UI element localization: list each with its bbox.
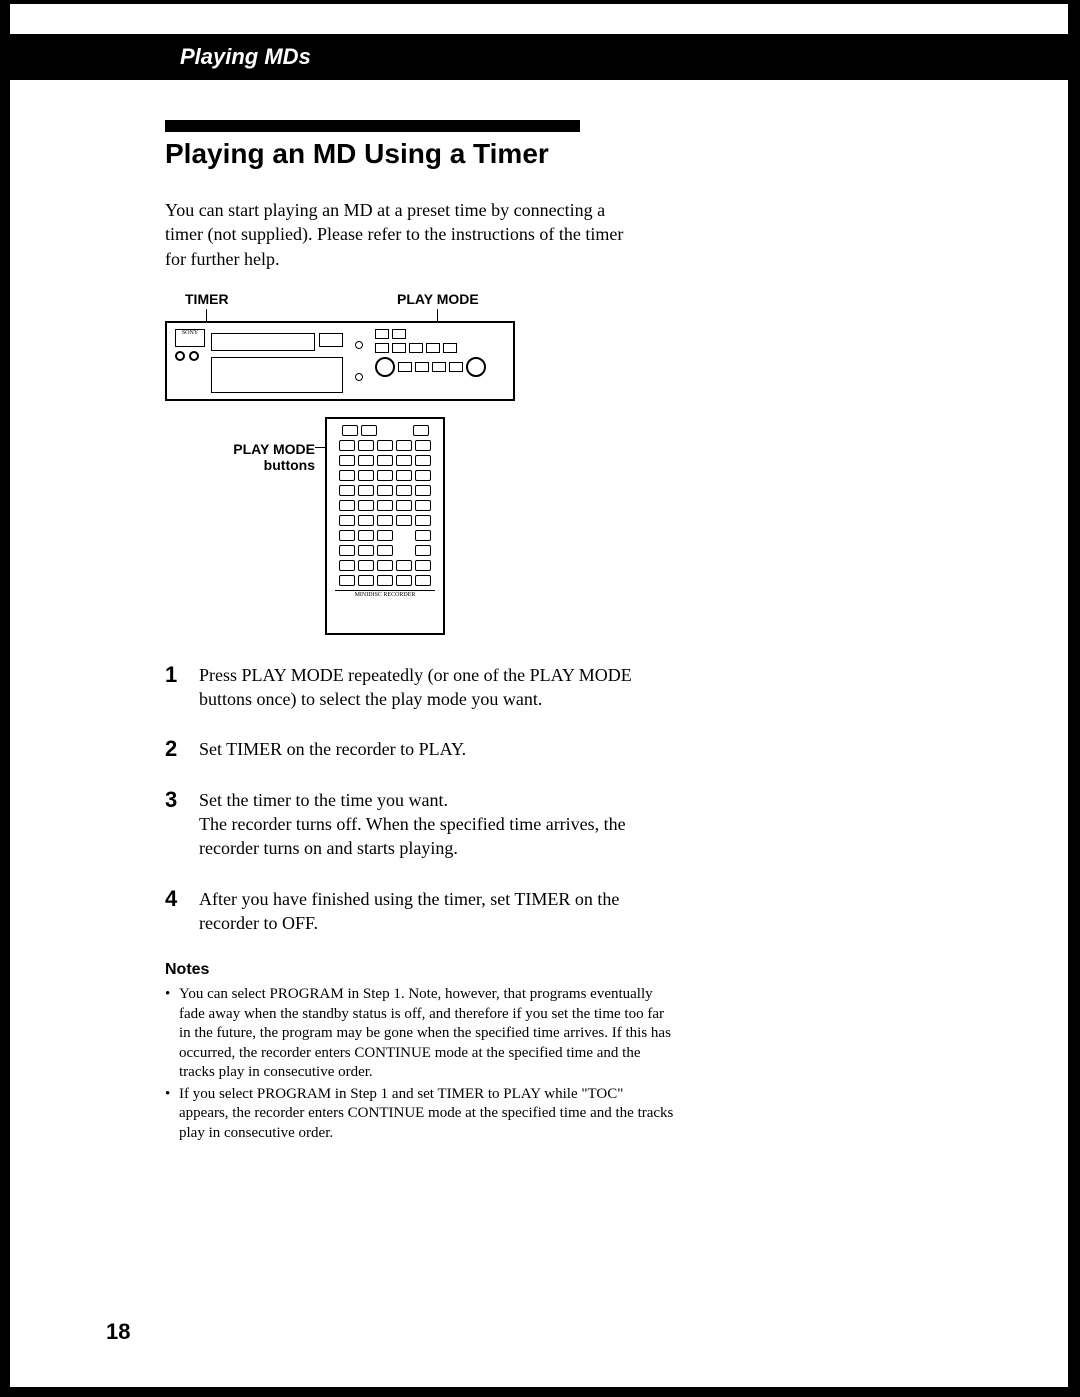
step-text: Press PLAY MODE repeatedly (or one of th… bbox=[199, 663, 639, 712]
volume-dial-icon bbox=[466, 357, 486, 377]
note-item: If you select PROGRAM in Step 1 and set … bbox=[165, 1085, 675, 1144]
device-diagram-wrap: TIMER PLAY MODE SONY bbox=[165, 293, 535, 401]
playmode-label: PLAY MODE bbox=[397, 291, 479, 307]
page-number: 18 bbox=[106, 1319, 130, 1345]
page-frame: Playing MDs Playing an MD Using a Timer … bbox=[0, 0, 1080, 1397]
playmode-callout: PLAY MODE bbox=[397, 291, 479, 325]
step-text: Set the timer to the time you want. The … bbox=[199, 788, 639, 861]
step-number: 4 bbox=[165, 887, 185, 936]
step-number: 2 bbox=[165, 737, 185, 761]
step-item: 2 Set TIMER on the recorder to PLAY. bbox=[165, 737, 725, 761]
content-column: Playing an MD Using a Timer You can star… bbox=[165, 120, 725, 1143]
remote-label: PLAY MODE buttons bbox=[215, 441, 315, 473]
knob-icon bbox=[189, 351, 199, 361]
note-item: You can select PROGRAM in Step 1. Note, … bbox=[165, 985, 675, 1083]
disc-slot bbox=[211, 333, 315, 351]
step-text: After you have finished using the timer,… bbox=[199, 887, 639, 936]
timer-callout: TIMER bbox=[185, 291, 229, 325]
eject-button bbox=[319, 333, 343, 347]
remote-box: MINIDISC RECORDER bbox=[325, 417, 445, 635]
step-item: 4 After you have finished using the time… bbox=[165, 887, 725, 936]
steps-list: 1 Press PLAY MODE repeatedly (or one of … bbox=[165, 663, 725, 935]
remote-diagram: PLAY MODE buttons bbox=[215, 417, 725, 635]
step-number: 1 bbox=[165, 663, 185, 712]
step-number: 3 bbox=[165, 788, 185, 861]
intro-paragraph: You can start playing an MD at a preset … bbox=[165, 198, 645, 271]
step-item: 1 Press PLAY MODE repeatedly (or one of … bbox=[165, 663, 725, 712]
page-inner: Playing MDs Playing an MD Using a Timer … bbox=[10, 34, 1068, 1143]
brand-badge: SONY bbox=[175, 329, 205, 347]
page-title: Playing an MD Using a Timer bbox=[165, 138, 725, 170]
remote-footer: MINIDISC RECORDER bbox=[335, 590, 435, 598]
notes-heading: Notes bbox=[165, 961, 725, 979]
step-item: 3 Set the timer to the time you want. Th… bbox=[165, 788, 725, 861]
notes-list: You can select PROGRAM in Step 1. Note, … bbox=[165, 985, 675, 1143]
title-rule bbox=[165, 120, 580, 132]
timer-label: TIMER bbox=[185, 291, 229, 307]
step-text: Set TIMER on the recorder to PLAY. bbox=[199, 737, 639, 761]
jog-dial-icon bbox=[375, 357, 395, 377]
knob-icon bbox=[175, 351, 185, 361]
device-box: SONY bbox=[165, 321, 515, 401]
section-header: Playing MDs bbox=[10, 34, 1068, 80]
notes-section: Notes You can select PROGRAM in Step 1. … bbox=[165, 961, 725, 1143]
diagrams: TIMER PLAY MODE SONY bbox=[165, 293, 725, 635]
